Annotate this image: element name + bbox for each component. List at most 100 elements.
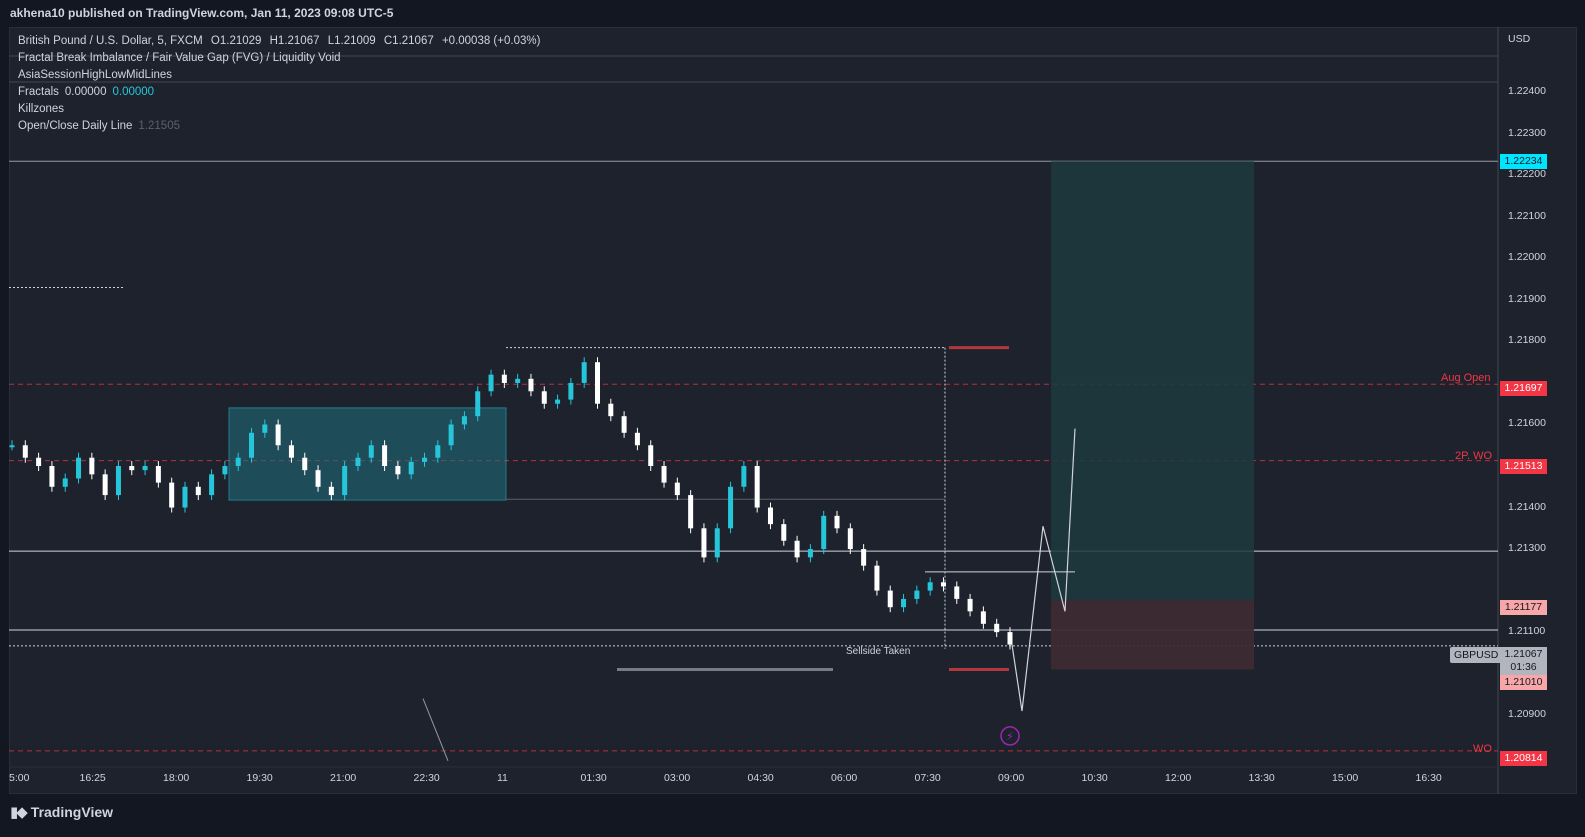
last-price-tag: 1.21067 01:36 (1500, 647, 1547, 675)
last-price: 1.21067 (1504, 648, 1543, 660)
entry-price-tag: 1.21177 (1500, 600, 1547, 615)
fractals-label: Fractals (18, 86, 59, 98)
candle-body (475, 391, 481, 417)
candle-body (608, 403, 614, 417)
time-axis-tick: 22:30 (413, 772, 440, 784)
time-axis-tick: 19:30 (246, 772, 273, 784)
tradingview-mark-icon: ▮◆ (10, 804, 28, 821)
price-axis-tick: 1.22000 (1508, 251, 1546, 264)
candle-body (501, 374, 507, 383)
two-p-wo-price-tag: 1.21513 (1500, 459, 1547, 474)
candle-body (661, 466, 667, 483)
candle-body (408, 461, 414, 475)
time-axis-tick: 16:25 (79, 772, 106, 784)
long-position-stop-zone (1051, 600, 1254, 670)
candle-body (262, 424, 268, 433)
candle-body (528, 378, 534, 392)
candle-body (422, 457, 428, 462)
candle-body (794, 540, 800, 558)
candle-body (89, 457, 95, 475)
candle-body (901, 598, 907, 608)
candle-body (222, 466, 228, 475)
candle-body (967, 598, 973, 612)
candle-body (994, 623, 1000, 633)
lightning-icon (1000, 726, 1020, 746)
time-axis-tick: 16:30 (1415, 772, 1442, 784)
legend: British Pound / U.S. Dollar, 5, FXCM O1.… (18, 33, 545, 135)
candle-body (195, 486, 201, 496)
candle-body (594, 362, 600, 404)
time-axis-tick: 03:00 (664, 772, 691, 784)
tradingview-logo[interactable]: ▮◆ TradingView (10, 803, 113, 821)
candle-body (834, 515, 840, 529)
indicator-openclose[interactable]: Open/Close Daily Line 1.21505 (18, 118, 545, 135)
candle-body (249, 432, 255, 458)
openclose-value: 1.21505 (138, 120, 180, 132)
stop-price-tag: 1.21010 (1500, 675, 1547, 690)
candle-body (621, 416, 627, 433)
price-axis-tick: 1.22200 (1508, 168, 1546, 181)
candle-body (435, 445, 441, 458)
symbol-tag: GBPUSD (1450, 647, 1503, 663)
currency-label: USD (1508, 33, 1531, 45)
openclose-label: Open/Close Daily Line (18, 120, 133, 132)
ohlc-open: O1.21029 (210, 35, 262, 47)
candle-body (102, 474, 108, 496)
time-axis-tick: 09:00 (998, 772, 1025, 784)
indicator-fractals[interactable]: Fractals 0.00000 0.00000 (18, 84, 545, 101)
candle-body (940, 582, 946, 587)
indicator-fvg[interactable]: Fractal Break Imbalance / Fair Value Gap… (18, 52, 341, 64)
projection-path (1011, 428, 1076, 712)
candle-body (209, 474, 215, 496)
candle-body (461, 416, 467, 425)
candle-body (288, 445, 294, 458)
candle-body (395, 466, 401, 475)
time-axis-tick: 01:30 (580, 772, 607, 784)
price-axis-tick: 1.22300 (1508, 126, 1546, 139)
candle-body (728, 486, 734, 529)
indicator-asia-session[interactable]: AsiaSessionHighLowMidLines (18, 69, 173, 81)
candle-body (142, 466, 148, 471)
candle-body (76, 457, 82, 479)
candle-body (887, 590, 893, 608)
lightning-glyph: ⚡ (1006, 730, 1014, 743)
indicator-killzones[interactable]: Killzones (18, 103, 65, 115)
candle-body (914, 590, 920, 599)
candle-body (155, 466, 161, 483)
ohlc-change: +0.00038 (+0.03%) (441, 35, 541, 47)
aug-open-label: Aug Open (1441, 372, 1491, 384)
candle-body (129, 466, 135, 471)
time-axis-tick: 06:00 (831, 772, 858, 784)
two-p-wo-label: 2P. WO (1455, 450, 1493, 462)
price-axis-tick: 1.20900 (1508, 708, 1546, 721)
candle-body (22, 445, 28, 458)
candle-body (741, 466, 747, 487)
candle-body (555, 399, 561, 404)
publisher-header: akhena10 published on TradingView.com, J… (0, 0, 1585, 27)
candle-body (861, 549, 867, 566)
sellside-taken-label: Sellside Taken (846, 646, 911, 657)
time-axis-tick: 21:00 (330, 772, 357, 784)
asia-session-box (228, 407, 507, 501)
footer-bar (0, 796, 1585, 837)
price-axis-tick: 1.22400 (1508, 85, 1546, 98)
candle-body (581, 362, 587, 383)
candle-body (688, 495, 694, 529)
time-axis-tick: 04:30 (747, 772, 774, 784)
tradingview-brand: TradingView (30, 804, 114, 820)
candle-body (701, 528, 707, 558)
candle-body (115, 466, 121, 496)
wo-price-tag: 1.20814 (1500, 751, 1547, 766)
candle-body (342, 466, 348, 496)
candle-body (235, 457, 241, 467)
candle-body (674, 482, 680, 496)
candle-body (954, 586, 960, 599)
candle-body (355, 457, 361, 467)
legend-symbol-row: British Pound / U.S. Dollar, 5, FXCM O1.… (18, 33, 545, 50)
candle-body (648, 445, 654, 467)
candle-body (368, 445, 374, 458)
candle-body (515, 378, 521, 383)
symbol-name: British Pound / U.S. Dollar, 5, FXCM (18, 35, 203, 47)
candle-body (807, 549, 813, 558)
